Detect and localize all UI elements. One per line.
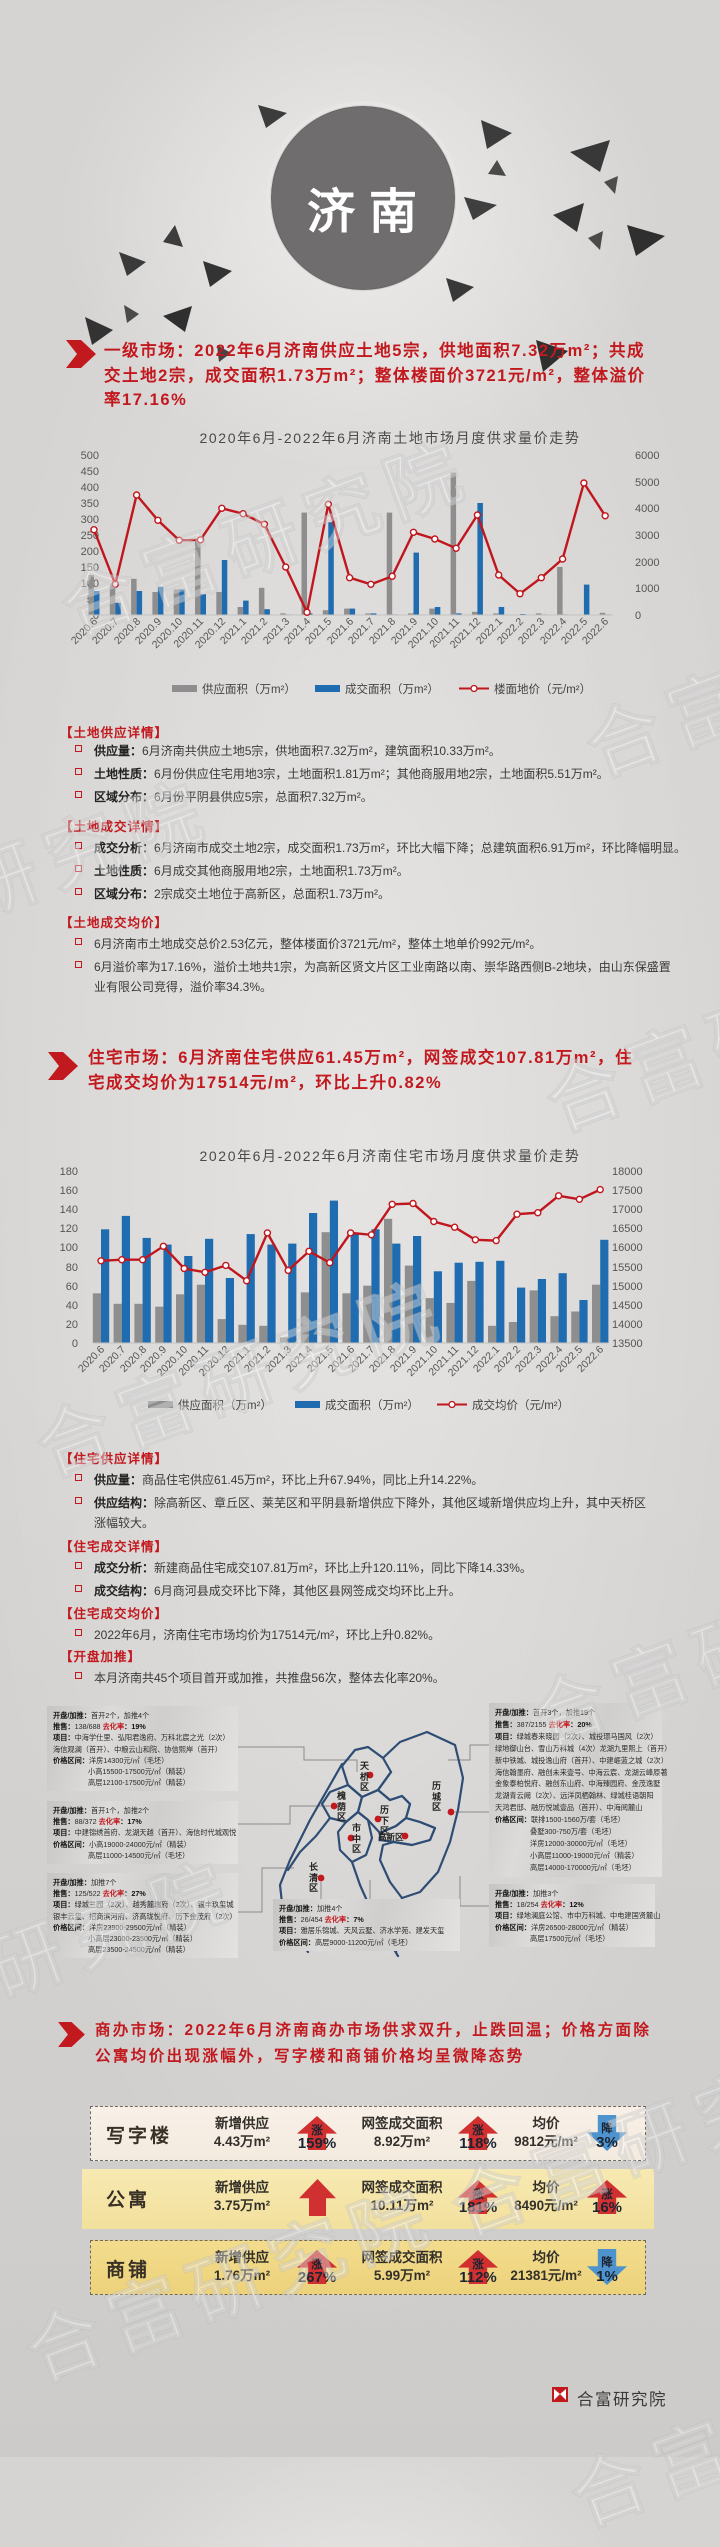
- svg-text:300: 300: [81, 514, 99, 526]
- svg-text:60: 60: [66, 1281, 78, 1293]
- svg-text:0: 0: [93, 610, 99, 622]
- svg-text:14500: 14500: [612, 1300, 643, 1312]
- svg-text:140: 140: [60, 1204, 78, 1216]
- svg-text:14000: 14000: [612, 1319, 643, 1331]
- svg-text:2000: 2000: [635, 557, 659, 569]
- svg-text:350: 350: [81, 498, 99, 510]
- svg-text:200: 200: [81, 546, 99, 558]
- svg-text:150: 150: [81, 562, 99, 574]
- svg-text:13500: 13500: [612, 1338, 643, 1350]
- svg-text:17500: 17500: [612, 1185, 643, 1197]
- svg-text:17000: 17000: [612, 1204, 643, 1216]
- svg-text:4000: 4000: [635, 503, 659, 515]
- svg-text:400: 400: [81, 482, 99, 494]
- svg-text:40: 40: [66, 1300, 78, 1312]
- svg-text:120: 120: [60, 1223, 78, 1235]
- svg-text:6000: 6000: [635, 450, 659, 462]
- svg-text:3000: 3000: [635, 530, 659, 542]
- svg-text:0: 0: [72, 1338, 78, 1350]
- svg-text:0: 0: [635, 610, 641, 622]
- svg-text:16500: 16500: [612, 1223, 643, 1235]
- svg-text:16000: 16000: [612, 1242, 643, 1254]
- svg-text:100: 100: [60, 1242, 78, 1254]
- svg-text:80: 80: [66, 1262, 78, 1274]
- svg-text:5000: 5000: [635, 477, 659, 489]
- svg-text:450: 450: [81, 466, 99, 478]
- svg-text:1000: 1000: [635, 583, 659, 595]
- svg-text:160: 160: [60, 1185, 78, 1197]
- svg-text:15000: 15000: [612, 1281, 643, 1293]
- svg-text:20: 20: [66, 1319, 78, 1331]
- svg-text:15500: 15500: [612, 1262, 643, 1274]
- svg-text:500: 500: [81, 450, 99, 462]
- svg-text:180: 180: [60, 1166, 78, 1178]
- svg-text:18000: 18000: [612, 1166, 643, 1178]
